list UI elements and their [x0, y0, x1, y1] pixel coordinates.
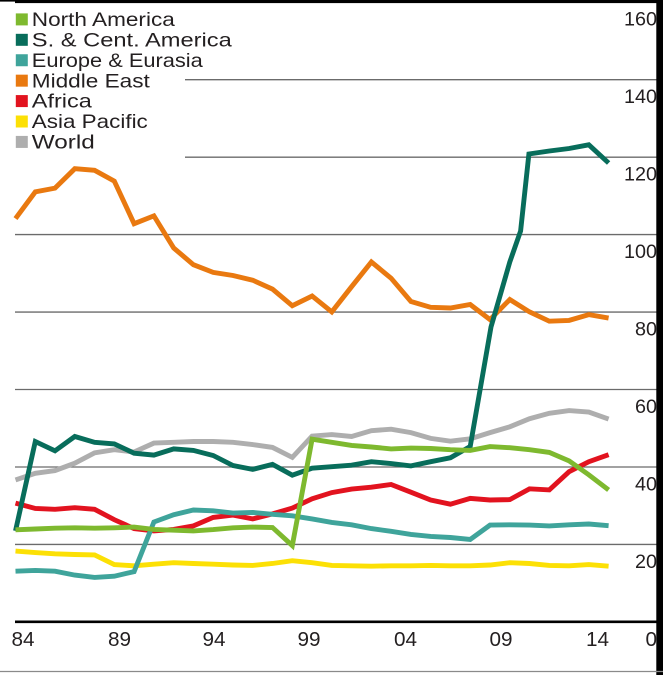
svg-text:80: 80	[635, 319, 657, 341]
svg-text:140: 140	[624, 86, 657, 108]
svg-text:S. & Cent. America: S. & Cent. America	[32, 29, 232, 51]
svg-text:Africa: Africa	[32, 91, 92, 113]
svg-text:09: 09	[489, 628, 512, 651]
svg-text:100: 100	[624, 241, 657, 263]
svg-text:Europe & Eurasia: Europe & Eurasia	[32, 50, 203, 72]
svg-text:60: 60	[635, 396, 657, 418]
svg-text:Asia Pacific: Asia Pacific	[32, 111, 148, 133]
svg-text:160: 160	[624, 9, 657, 31]
svg-text:40: 40	[635, 473, 657, 495]
svg-text:Middle East: Middle East	[32, 70, 151, 92]
svg-text:120: 120	[624, 164, 657, 186]
svg-text:99: 99	[297, 628, 320, 651]
svg-text:84: 84	[11, 628, 34, 651]
svg-text:14: 14	[586, 628, 609, 651]
svg-text:04: 04	[394, 628, 417, 651]
svg-text:World: World	[32, 132, 95, 154]
svg-text:0: 0	[645, 628, 657, 651]
svg-text:North America: North America	[32, 9, 175, 31]
svg-text:20: 20	[635, 551, 657, 573]
svg-text:94: 94	[202, 628, 225, 651]
svg-text:89: 89	[108, 628, 131, 651]
